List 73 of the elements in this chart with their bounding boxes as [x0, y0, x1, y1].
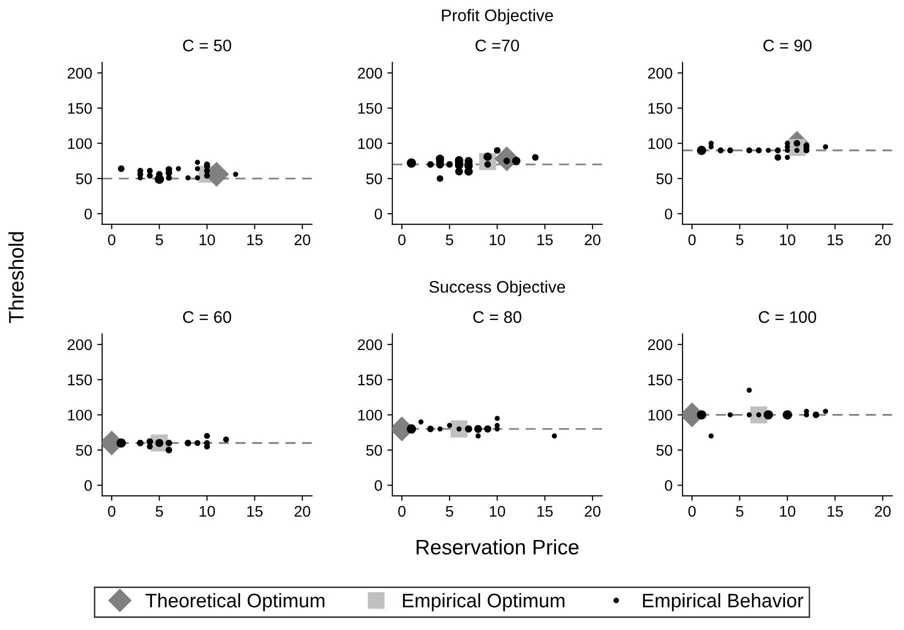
y-tick-label: 200 [358, 68, 382, 79]
x-tick-label: 10 [200, 506, 215, 517]
x-tick-label: 20 [584, 506, 600, 517]
x-tick-label: 10 [780, 234, 796, 246]
y-tick-label: 100 [358, 410, 382, 421]
x-tick-label: 0 [688, 506, 696, 517]
chart-title: C = 90 [763, 40, 812, 52]
y-tick-label: 100 [648, 138, 672, 150]
y-tick-label: 100 [68, 410, 92, 421]
chart-title: C = 80 [473, 311, 522, 323]
y-tick-label: 50 [656, 173, 672, 184]
y-tick-label: 50 [76, 173, 92, 184]
y-tick-label: 150 [68, 374, 92, 386]
y-tick-label: 150 [648, 102, 672, 114]
x-tick-label: 15 [247, 506, 263, 517]
x-tick-label: 5 [736, 506, 744, 517]
x-tick-label: 20 [294, 506, 310, 517]
x-tick-label: 20 [874, 506, 891, 517]
y-tick-label: 50 [366, 444, 382, 456]
y-tick-label: 150 [358, 374, 382, 386]
x-tick-label: 15 [828, 234, 843, 246]
x-tick-label: 5 [736, 234, 744, 246]
y-tick-label: 0 [664, 480, 672, 491]
x-tick-label: 10 [780, 506, 796, 517]
y-tick-label: 100 [358, 138, 382, 150]
x-tick-label: 0 [108, 506, 116, 517]
legend-label: Empirical Optimum [403, 593, 564, 612]
chart-title: C = 100 [758, 311, 816, 323]
y-tick-label: 100 [68, 138, 92, 150]
x-tick-label: 0 [398, 234, 406, 246]
x-axis-title: Reservation Price [416, 539, 578, 555]
x-tick-label: 5 [446, 234, 454, 246]
x-tick-label: 20 [584, 234, 600, 246]
y-tick-label: 150 [68, 102, 92, 114]
y-tick-label: 200 [648, 68, 672, 79]
x-tick-label: 15 [247, 234, 263, 246]
legend-label: Theoretical Optimum [146, 593, 324, 612]
x-tick-label: 5 [446, 506, 454, 517]
y-tick-label: 50 [76, 444, 92, 456]
text: Success Objective [429, 280, 566, 296]
x-tick-label: 0 [688, 234, 696, 246]
y-tick-label: 150 [358, 102, 382, 114]
y-tick-label: 50 [366, 173, 382, 184]
y-tick-label: 50 [656, 444, 672, 456]
chart-title: C = 50 [183, 40, 232, 52]
y-tick-label: 0 [374, 480, 382, 491]
legend-label: Empirical Behavior [643, 593, 804, 612]
y-tick-label: 0 [374, 208, 382, 220]
x-tick-label: 0 [108, 234, 116, 246]
x-tick-label: 20 [874, 234, 891, 246]
x-tick-label: 0 [398, 506, 406, 517]
chart-title: C =70 [476, 40, 520, 52]
chart-title: C = 60 [183, 311, 232, 323]
text: Profit Objective [442, 9, 553, 25]
y-tick-label: 0 [664, 208, 672, 220]
x-tick-label: 15 [538, 234, 553, 246]
x-tick-label: 15 [828, 506, 843, 517]
y-tick-label: 150 [648, 374, 672, 386]
y-tick-label: 200 [358, 339, 382, 350]
y-tick-label: 0 [84, 480, 92, 491]
y-tick-label: 200 [68, 68, 92, 79]
y-tick-label: 200 [648, 339, 672, 350]
x-tick-label: 15 [538, 506, 553, 517]
x-tick-label: 10 [490, 234, 506, 246]
y-tick-label: 100 [648, 410, 672, 421]
x-tick-label: 5 [156, 234, 163, 246]
x-tick-label: 10 [490, 506, 506, 517]
x-tick-label: 10 [200, 234, 215, 246]
x-tick-label: 5 [156, 506, 163, 517]
x-tick-label: 20 [294, 234, 310, 246]
y-axis-title: Threshold [8, 232, 24, 324]
y-tick-label: 0 [84, 208, 92, 220]
y-tick-label: 200 [68, 339, 92, 350]
